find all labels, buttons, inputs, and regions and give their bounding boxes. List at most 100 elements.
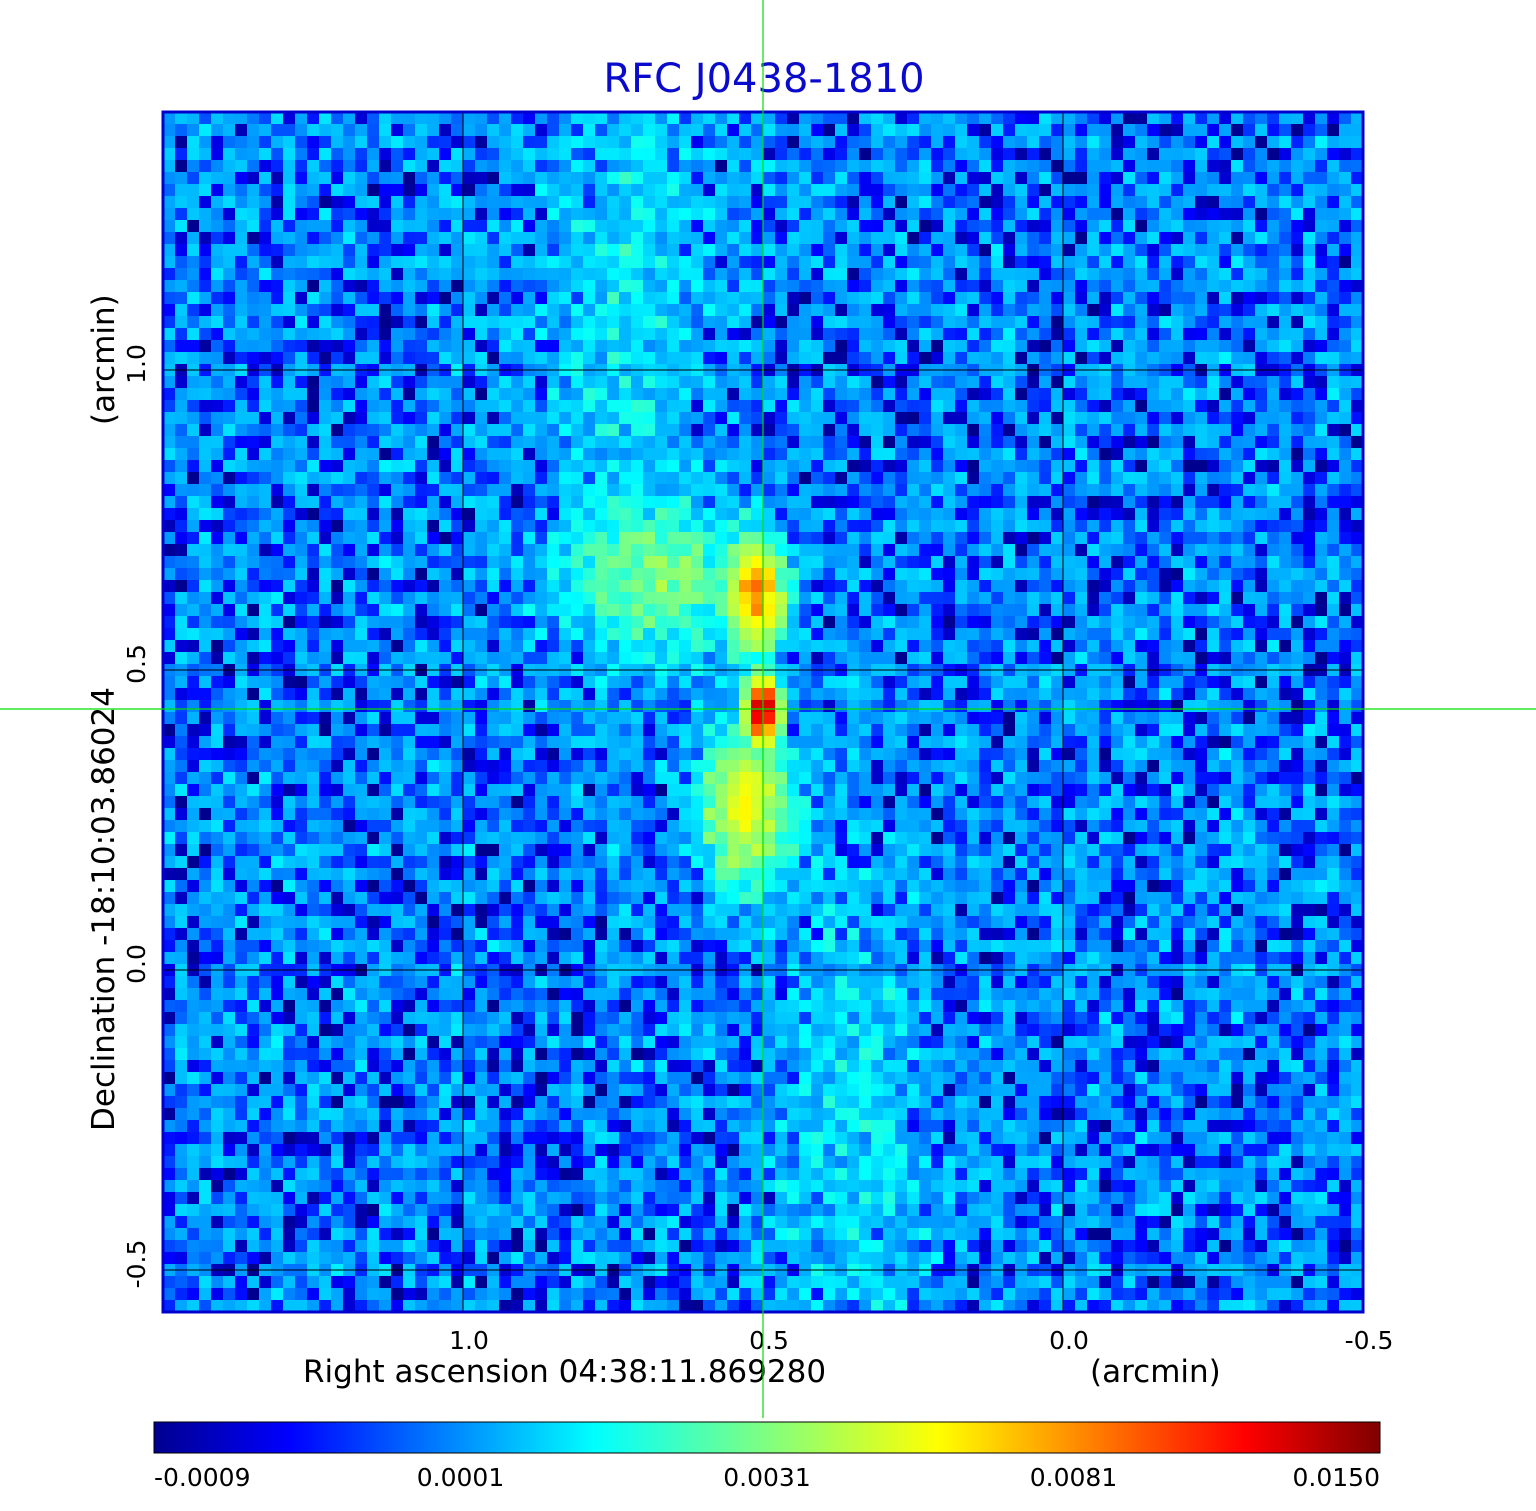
image-pixel bbox=[499, 484, 512, 497]
image-pixel bbox=[1351, 292, 1364, 305]
image-pixel bbox=[415, 604, 428, 617]
image-pixel bbox=[391, 496, 404, 509]
image-pixel bbox=[331, 304, 344, 317]
image-pixel bbox=[979, 172, 992, 185]
image-pixel bbox=[919, 304, 932, 317]
image-pixel bbox=[967, 424, 980, 437]
image-pixel bbox=[571, 112, 584, 125]
image-pixel bbox=[1267, 352, 1280, 365]
image-pixel bbox=[1111, 412, 1124, 425]
image-pixel bbox=[955, 676, 968, 689]
image-pixel bbox=[907, 352, 920, 365]
image-pixel bbox=[919, 244, 932, 257]
image-pixel bbox=[307, 472, 320, 485]
image-pixel bbox=[211, 220, 224, 233]
image-pixel bbox=[811, 124, 824, 137]
image-pixel bbox=[295, 640, 308, 653]
image-pixel bbox=[1291, 316, 1304, 329]
image-pixel bbox=[283, 148, 296, 161]
image-pixel bbox=[463, 580, 476, 593]
image-pixel bbox=[487, 700, 500, 713]
image-pixel bbox=[943, 412, 956, 425]
image-pixel bbox=[439, 172, 452, 185]
image-pixel bbox=[223, 340, 236, 353]
image-pixel bbox=[1195, 328, 1208, 341]
image-pixel bbox=[259, 256, 272, 269]
image-pixel bbox=[967, 316, 980, 329]
image-pixel bbox=[787, 400, 800, 413]
image-pixel bbox=[1303, 400, 1316, 413]
image-pixel bbox=[187, 700, 200, 713]
image-pixel bbox=[907, 592, 920, 605]
image-pixel bbox=[1039, 172, 1052, 185]
image-pixel bbox=[967, 496, 980, 509]
image-pixel bbox=[307, 304, 320, 317]
image-pixel bbox=[955, 460, 968, 473]
image-pixel bbox=[703, 592, 716, 605]
image-pixel bbox=[451, 616, 464, 629]
image-pixel bbox=[835, 148, 848, 161]
image-pixel bbox=[1315, 592, 1328, 605]
image-pixel bbox=[691, 436, 704, 449]
image-pixel bbox=[523, 376, 536, 389]
image-pixel bbox=[1303, 220, 1316, 233]
image-pixel bbox=[979, 316, 992, 329]
image-pixel bbox=[415, 532, 428, 545]
image-pixel bbox=[919, 400, 932, 413]
image-pixel bbox=[535, 676, 548, 689]
image-pixel bbox=[475, 640, 488, 653]
image-pixel bbox=[751, 496, 764, 509]
image-pixel bbox=[847, 448, 860, 461]
image-pixel bbox=[1015, 388, 1028, 401]
image-pixel bbox=[427, 448, 440, 461]
image-pixel bbox=[1027, 532, 1040, 545]
image-pixel bbox=[691, 700, 704, 713]
image-pixel bbox=[331, 484, 344, 497]
image-pixel bbox=[907, 196, 920, 209]
image-pixel bbox=[1183, 508, 1196, 521]
image-pixel bbox=[187, 448, 200, 461]
image-pixel bbox=[187, 436, 200, 449]
image-pixel bbox=[595, 556, 608, 569]
image-pixel bbox=[1111, 652, 1124, 665]
image-pixel bbox=[991, 592, 1004, 605]
image-pixel bbox=[943, 616, 956, 629]
image-pixel bbox=[595, 124, 608, 137]
image-pixel bbox=[1063, 460, 1076, 473]
image-pixel bbox=[343, 436, 356, 449]
image-pixel bbox=[1003, 592, 1016, 605]
image-pixel bbox=[799, 592, 812, 605]
image-pixel bbox=[1159, 124, 1172, 137]
image-pixel bbox=[631, 124, 644, 137]
image-pixel bbox=[1111, 184, 1124, 197]
image-pixel bbox=[1039, 232, 1052, 245]
image-pixel bbox=[487, 148, 500, 161]
image-pixel bbox=[1039, 520, 1052, 533]
image-pixel bbox=[379, 580, 392, 593]
image-pixel bbox=[1075, 688, 1088, 701]
image-pixel bbox=[499, 604, 512, 617]
image-pixel bbox=[247, 376, 260, 389]
image-pixel bbox=[799, 256, 812, 269]
image-pixel bbox=[1063, 136, 1076, 149]
image-pixel bbox=[199, 280, 212, 293]
image-pixel bbox=[1003, 304, 1016, 317]
image-pixel bbox=[1219, 316, 1232, 329]
image-pixel bbox=[235, 592, 248, 605]
image-pixel bbox=[1183, 256, 1196, 269]
image-pixel bbox=[1111, 424, 1124, 437]
image-pixel bbox=[607, 616, 620, 629]
image-pixel bbox=[1303, 628, 1316, 641]
image-pixel bbox=[1087, 460, 1100, 473]
image-pixel bbox=[1075, 580, 1088, 593]
image-pixel bbox=[547, 424, 560, 437]
image-pixel bbox=[1039, 424, 1052, 437]
image-pixel bbox=[523, 676, 536, 689]
image-pixel bbox=[1087, 508, 1100, 521]
image-pixel bbox=[451, 436, 464, 449]
image-pixel bbox=[631, 388, 644, 401]
image-pixel bbox=[211, 376, 224, 389]
image-pixel bbox=[895, 352, 908, 365]
image-pixel bbox=[1327, 676, 1340, 689]
